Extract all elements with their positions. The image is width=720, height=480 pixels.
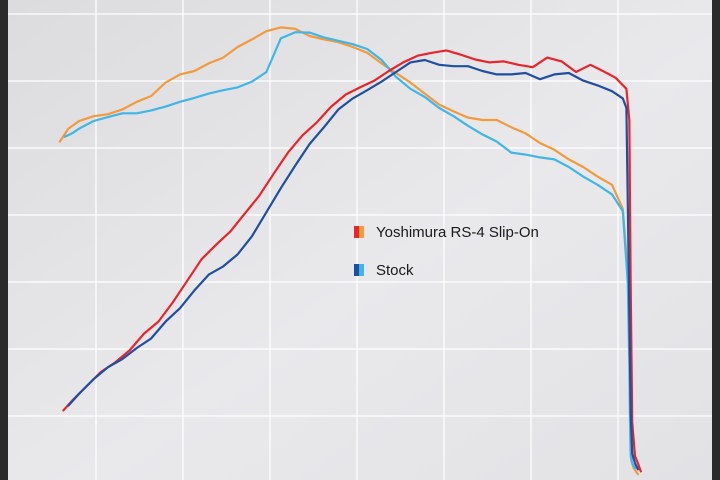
series-line-red: [62, 49, 642, 473]
legend-label-yoshimura: Yoshimura RS-4 Slip-On: [376, 224, 539, 241]
plot-border-left: [0, 0, 8, 480]
plot-border-right: [712, 0, 720, 480]
plot-background: [8, 0, 712, 480]
legend-swatch-yoshimura-right: [359, 226, 364, 238]
series-line-lightblue: [63, 31, 637, 470]
legend-swatch-stock-right: [359, 264, 364, 276]
series-line-darkblue: [67, 58, 639, 471]
legend-entry-stock: Stock: [354, 262, 414, 279]
legend-entry-yoshimura: Yoshimura RS-4 Slip-On: [354, 224, 539, 241]
series-line-orange: [58, 26, 639, 476]
series-lines: [58, 26, 642, 476]
grid-lines: [8, 0, 712, 480]
legend-swatch-yoshimura-left: [354, 226, 359, 238]
legend-swatch-stock-left: [354, 264, 359, 276]
legend: Yoshimura RS-4 Slip-On Stock: [354, 224, 539, 279]
legend-label-stock: Stock: [376, 262, 414, 279]
